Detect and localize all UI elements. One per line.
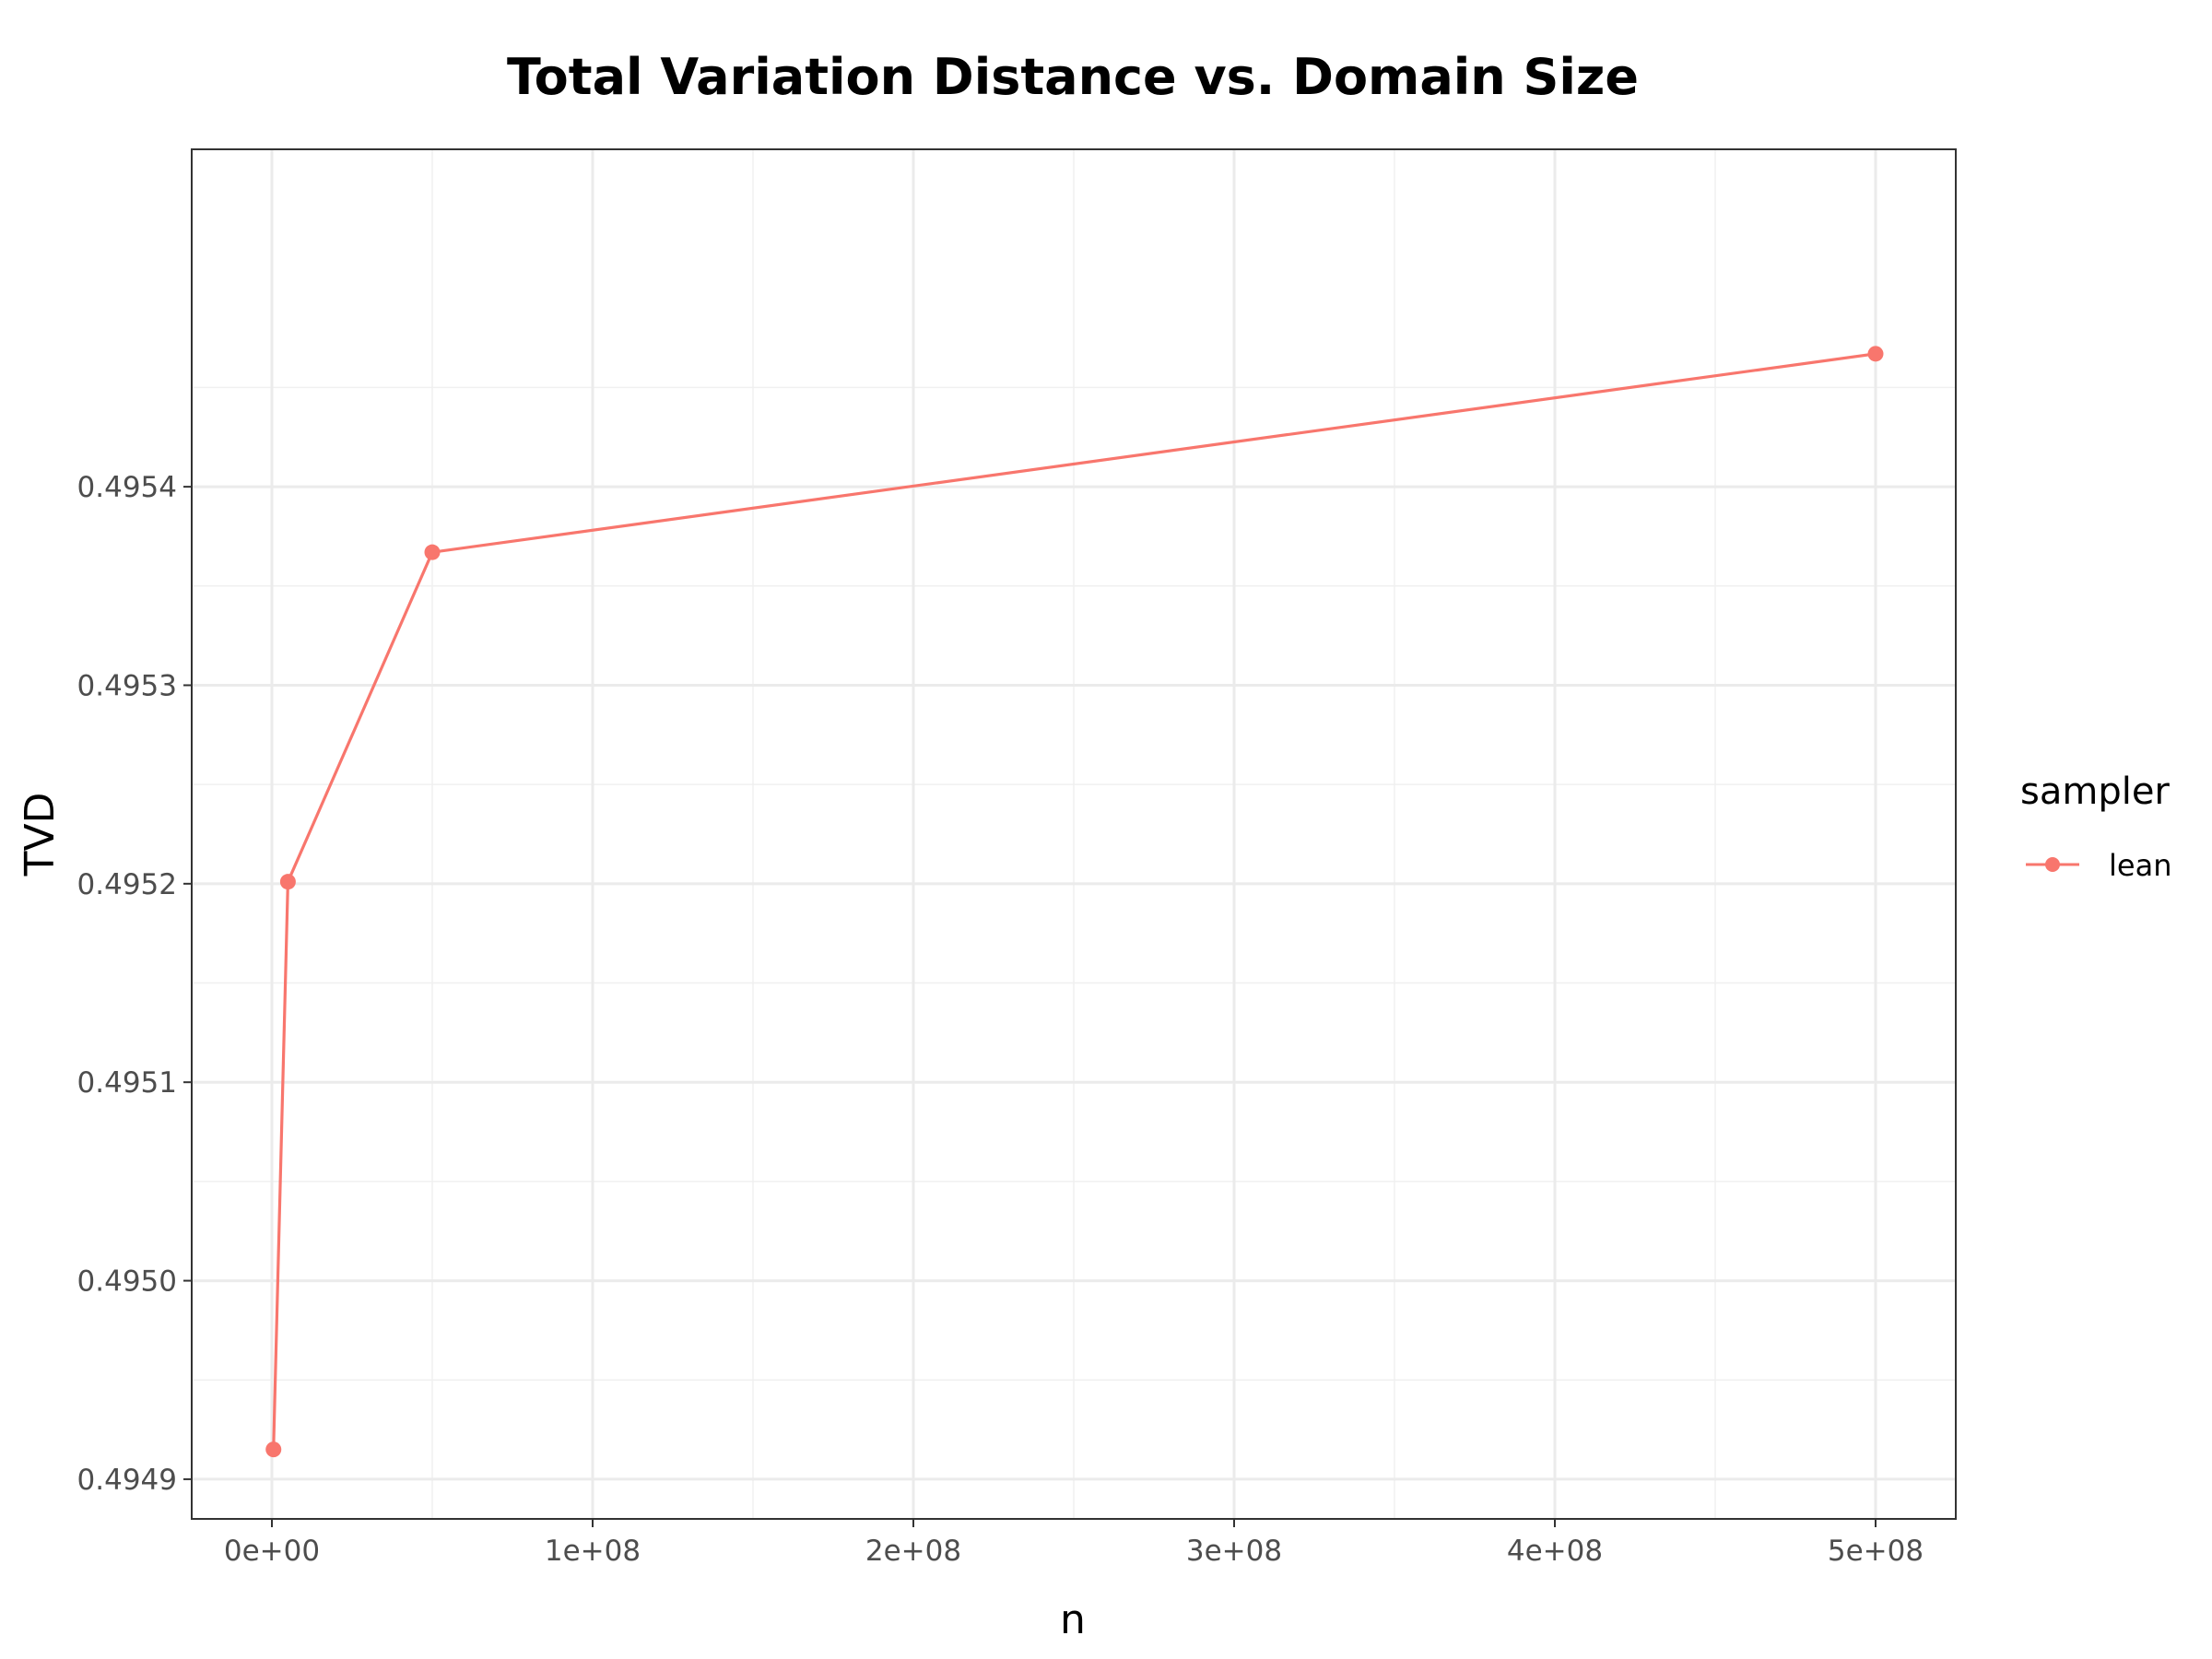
y-tick-label: 0.4953	[77, 669, 177, 702]
axis-ticks: 0e+00 1e+08 2e+08 3e+08 4e+08 5e+08 0.4949 0.49…	[77, 471, 1924, 1568]
data-point-lean	[1867, 346, 1884, 362]
y-axis-title: TVD	[17, 793, 64, 877]
chart-title: Total Variation Distance vs. Domain Size	[507, 48, 1639, 106]
legend-label-lean: lean	[2109, 848, 2171, 883]
legend-key-point	[2045, 857, 2060, 872]
series-line-lean	[272, 352, 1877, 1450]
legend-title: sampler	[2020, 771, 2170, 813]
y-tick-label: 0.4954	[77, 471, 177, 504]
x-axis-title: n	[1060, 1596, 1086, 1643]
y-tick-label: 0.4950	[77, 1265, 177, 1299]
legend: sampler lean	[2020, 771, 2171, 883]
y-tick-label: 0.4952	[77, 868, 177, 901]
grid-lines	[192, 149, 1956, 1519]
x-tick-label: 1e+08	[545, 1535, 641, 1568]
x-tick-label: 5e+08	[1828, 1535, 1924, 1568]
x-tick-label: 3e+08	[1186, 1535, 1282, 1568]
x-tick-label: 4e+08	[1507, 1535, 1603, 1568]
x-tick-label: 2e+08	[865, 1535, 961, 1568]
data-point-lean	[424, 544, 441, 560]
x-tick-label: 0e+00	[224, 1535, 320, 1568]
series-layer	[265, 346, 1884, 1458]
y-tick-label: 0.4949	[77, 1464, 177, 1497]
data-point-lean	[265, 1441, 282, 1458]
y-tick-label: 0.4951	[77, 1066, 177, 1100]
plot-panel-border	[191, 148, 1957, 1520]
data-point-lean	[279, 874, 296, 890]
